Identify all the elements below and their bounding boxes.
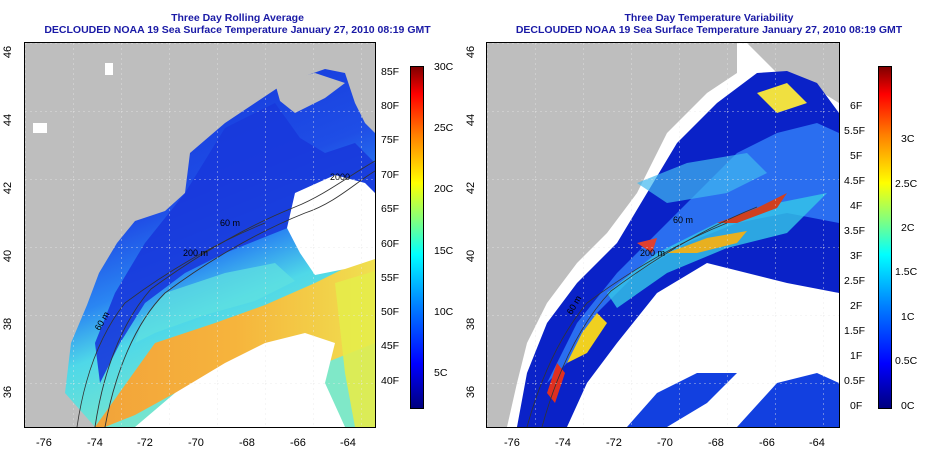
x-tick: -74 [555, 437, 571, 449]
colorbar-label-c: 20C [434, 183, 454, 195]
contour-label: 200 m [183, 248, 209, 258]
colorbar-label-c: 0.5C [895, 355, 918, 367]
y-tick: 38 [2, 317, 15, 331]
left-map [24, 42, 376, 428]
contour-label: 200 m [640, 248, 666, 258]
colorbar-label-c: 10C [434, 306, 454, 318]
colorbar-label-f: 5.5F [844, 125, 866, 137]
y-tick: 44 [2, 113, 15, 127]
left-title: Three Day Rolling Average [171, 12, 304, 24]
colorbar-label-f: 3.5F [844, 225, 866, 237]
y-tick: 36 [465, 385, 478, 399]
x-tick: -72 [137, 437, 153, 449]
x-tick: -70 [657, 437, 673, 449]
colorbar-label-f: 4F [850, 200, 863, 212]
left-subtitle: DECLOUDED NOAA 19 Sea Surface Temperatur… [44, 24, 431, 36]
right-colorbar [878, 66, 892, 409]
contour-label: 60 m [220, 218, 241, 228]
y-tick: 42 [2, 181, 15, 195]
colorbar-label-f: 3F [850, 250, 863, 262]
colorbar-label-f: 60F [381, 238, 400, 250]
colorbar-label-f: 1.5F [844, 325, 866, 337]
colorbar-label-f: 50F [381, 306, 400, 318]
sst-variability-panel: Three Day Temperature Variability DECLOU… [465, 0, 950, 475]
y-tick: 38 [465, 317, 478, 331]
colorbar-label-c: 1.5C [895, 266, 918, 278]
colorbar-label-f: 65F [381, 203, 400, 215]
colorbar-label-c: 30C [434, 61, 454, 73]
left-colorbar [410, 66, 424, 409]
colorbar-label-f: 4.5F [844, 175, 866, 187]
colorbar-label-f: 6F [850, 100, 863, 112]
x-tick: -68 [239, 437, 255, 449]
right-title: Three Day Temperature Variability [624, 12, 794, 24]
right-subtitle: DECLOUDED NOAA 19 Sea Surface Temperatur… [515, 24, 903, 36]
y-tick: 40 [465, 249, 478, 263]
colorbar-label-f: 80F [381, 100, 400, 112]
colorbar-label-c: 3C [901, 133, 915, 145]
colorbar-label-f: 1F [850, 350, 863, 362]
y-tick: 46 [2, 45, 15, 59]
x-tick: -68 [708, 437, 724, 449]
sst-average-panel: Three Day Rolling Average DECLOUDED NOAA… [2, 12, 454, 449]
colorbar-label-f: 45F [381, 340, 400, 352]
colorbar-label-f: 55F [381, 272, 400, 284]
colorbar-label-f: 2.5F [844, 275, 866, 287]
x-tick: -66 [759, 437, 775, 449]
contour-label: 2000 [330, 172, 351, 182]
y-tick: 40 [2, 249, 15, 263]
y-tick: 36 [2, 385, 15, 399]
colorbar-label-f: 0.5F [844, 375, 866, 387]
colorbar-label-f: 75F [381, 134, 400, 146]
colorbar-label-c: 1C [901, 311, 915, 323]
contour-label: 60 m [673, 215, 694, 225]
x-tick: -64 [340, 437, 356, 449]
colorbar-label-c: 25C [434, 122, 454, 134]
x-tick: -72 [606, 437, 622, 449]
x-tick: -76 [36, 437, 52, 449]
colorbar-label-c: 0C [901, 400, 915, 412]
right-map [486, 42, 840, 428]
y-tick: 44 [465, 113, 478, 127]
colorbar-label-f: 5F [850, 150, 863, 162]
colorbar-label-f: 2F [850, 300, 863, 312]
y-tick: 42 [465, 181, 478, 195]
colorbar-label-f: 70F [381, 169, 400, 181]
y-tick: 46 [465, 45, 478, 59]
colorbar-label-c: 2.5C [895, 178, 918, 190]
colorbar-label-f: 40F [381, 375, 400, 387]
x-tick: -76 [504, 437, 520, 449]
colorbar-label-c: 2C [901, 222, 915, 234]
x-tick: -66 [290, 437, 306, 449]
colorbar-label-f: 85F [381, 66, 400, 78]
x-tick: -64 [809, 437, 825, 449]
x-tick: -70 [188, 437, 204, 449]
colorbar-label-c: 5C [434, 367, 448, 379]
x-tick: -74 [87, 437, 103, 449]
colorbar-label-c: 15C [434, 245, 454, 257]
colorbar-label-f: 0F [850, 400, 863, 412]
